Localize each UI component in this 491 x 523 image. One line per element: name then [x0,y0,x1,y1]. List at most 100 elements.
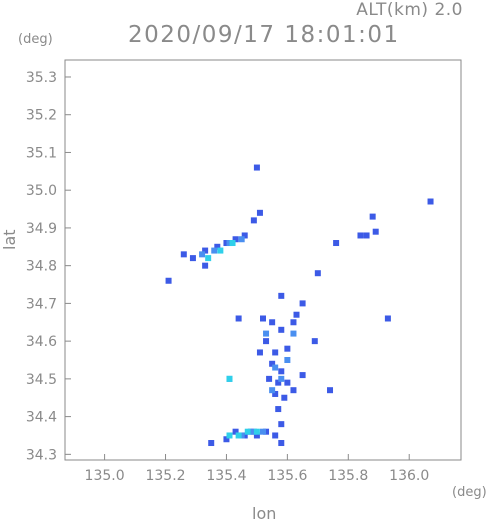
echo-point-moderate [290,330,297,337]
x-tick-label: 135.2 [145,468,185,484]
x-tick-label: 136.0 [389,468,429,484]
echo-point-weak [256,349,263,356]
echo-point-moderate [278,375,285,382]
y-tick-label: 35.2 [26,108,57,124]
echo-point-weak [232,236,239,243]
echo-point-weak [272,349,279,356]
echo-point-weak [208,440,215,447]
echo-point-weak [272,432,279,439]
echo-point-moderate [250,428,257,435]
echo-point-weak [223,436,230,443]
y-tick-label: 34.8 [26,259,57,275]
x-axis-label: lon [252,504,277,523]
echo-point-weak [357,232,364,239]
echo-point-weak [299,372,306,379]
echo-point-moderate [284,357,291,363]
echo-point-weak [333,240,340,247]
echo-point-weak [278,440,285,447]
y-axis-ticks: 34.3 34.4 34.5 34.6 34.7 34.8 34.9 35.0 35.1 35.2… [26,70,71,463]
y-tick-label: 34.4 [26,410,57,426]
echo-point-weak [327,387,334,394]
echo-point-weak [260,315,266,322]
y-tick-label: 34.9 [26,221,57,237]
y-tick-label: 34.5 [26,372,57,388]
echo-point-weak [253,164,260,171]
echo-point-weak [278,368,285,375]
echo-point-weak [275,406,282,413]
echo-point-strong [235,432,242,439]
echo-point-weak [241,432,248,439]
echo-point-moderate [211,247,218,254]
y-tick-label: 35.1 [26,145,57,161]
echo-point-strong [253,428,260,435]
echo-point-weak [284,345,291,352]
y-tick-label: 34.6 [26,334,57,350]
x-axis-unit: (deg) [452,485,487,500]
y-tick-label: 34.7 [26,296,57,312]
echo-point-strong [226,375,233,382]
echo-point-weak [250,217,257,224]
echo-point-weak [284,379,291,386]
x-tick-label: 135.8 [328,468,368,484]
echo-point-weak [369,213,376,220]
echo-point-weak [427,198,434,205]
echo-point-weak [363,232,370,239]
echo-point-moderate [272,364,279,371]
echo-point-moderate [226,240,233,247]
x-axis-ticks: 135.0 135.2 135.4 135.6 135.8 136.0 [85,454,429,484]
echo-point-weak [311,338,318,345]
echo-point-weak [180,251,187,258]
echo-point-moderate [199,251,206,258]
echo-point-weak [290,319,297,326]
echo-point-weak [263,428,270,435]
echo-point-weak [290,387,297,394]
echo-point-weak [269,319,276,326]
echo-point-weak [232,428,239,435]
radar-echoes [165,164,434,447]
echo-point-weak [189,255,196,262]
echo-point-moderate [263,330,270,337]
y-tick-label: 34.3 [26,447,57,463]
echo-point-weak [272,390,279,397]
echo-point-weak [314,270,321,277]
echo-point-weak [266,375,273,382]
y-tick-label: 35.3 [26,70,57,86]
x-tick-label: 135.0 [85,468,125,484]
echo-point-weak [202,247,209,254]
echo-point-weak [202,262,209,269]
echo-point-weak [223,240,230,247]
echo-point-weak [241,232,248,239]
echo-point-strong [229,240,236,247]
altitude-label: ALT(km) 2.0 [356,0,463,20]
echo-point-weak [256,209,263,216]
echo-point-weak [372,228,379,235]
plot-frame [64,59,462,461]
echo-point-moderate [238,236,245,243]
echo-point-weak [293,311,300,318]
echo-point-strong [205,255,212,262]
echo-point-weak [384,315,391,322]
echo-point-weak [281,394,288,401]
echo-point-weak [253,432,260,439]
echo-point-weak [165,277,172,284]
echo-point-weak [214,243,221,250]
echo-point-strong [217,247,224,254]
echo-point-weak [278,292,285,299]
echo-point-weak [299,300,306,307]
echo-point-weak [278,421,285,428]
y-tick-label: 35.0 [26,183,57,199]
echo-point-weak [263,338,270,345]
chart-title-timestamp: 2020/09/17 18:01:01 [128,22,400,48]
echo-point-weak [235,315,242,322]
echo-point-moderate [269,387,276,394]
x-tick-label: 135.6 [267,468,307,484]
x-tick-label: 135.4 [206,468,246,484]
echo-point-weak [269,360,276,367]
echo-point-moderate [260,428,266,435]
echo-point-weak [247,428,254,435]
echo-point-strong [226,432,233,439]
echo-point-weak [275,379,282,386]
echo-point-weak [278,326,285,333]
